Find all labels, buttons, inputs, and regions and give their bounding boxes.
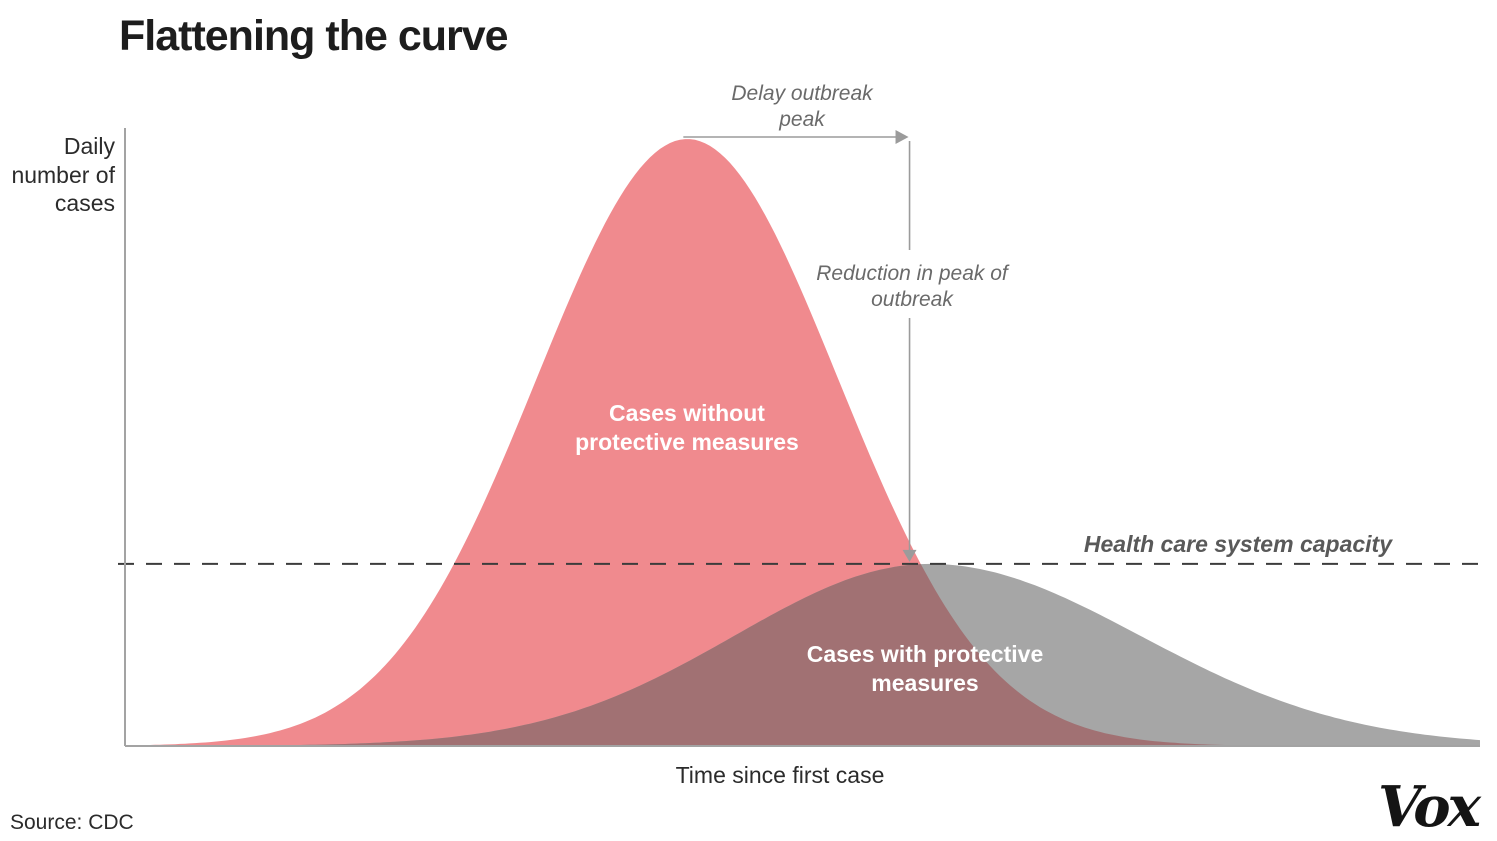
vox-logo: Vox xyxy=(1378,774,1481,840)
health-capacity-label: Health care system capacity xyxy=(1083,531,1392,557)
label-cases-without-measures: Cases without protective measures xyxy=(575,400,799,455)
x-axis-label: Time since first case xyxy=(675,762,885,788)
curve-without-measures xyxy=(125,139,1480,747)
label-cases-with-measures: Cases with protective measures xyxy=(806,641,1044,696)
annotation-reduction-in-peak: Reduction in peak of outbreak xyxy=(816,262,1008,312)
reduction-peak-arrow xyxy=(902,141,917,562)
y-axis-label: Daily number of cases xyxy=(11,133,115,217)
source-attribution: Source: CDC xyxy=(10,811,134,834)
annotation-delay-outbreak-peak: Delay outbreak peak xyxy=(731,82,873,132)
chart-title: Flattening the curve xyxy=(119,12,509,60)
delay-peak-arrow xyxy=(683,130,909,144)
